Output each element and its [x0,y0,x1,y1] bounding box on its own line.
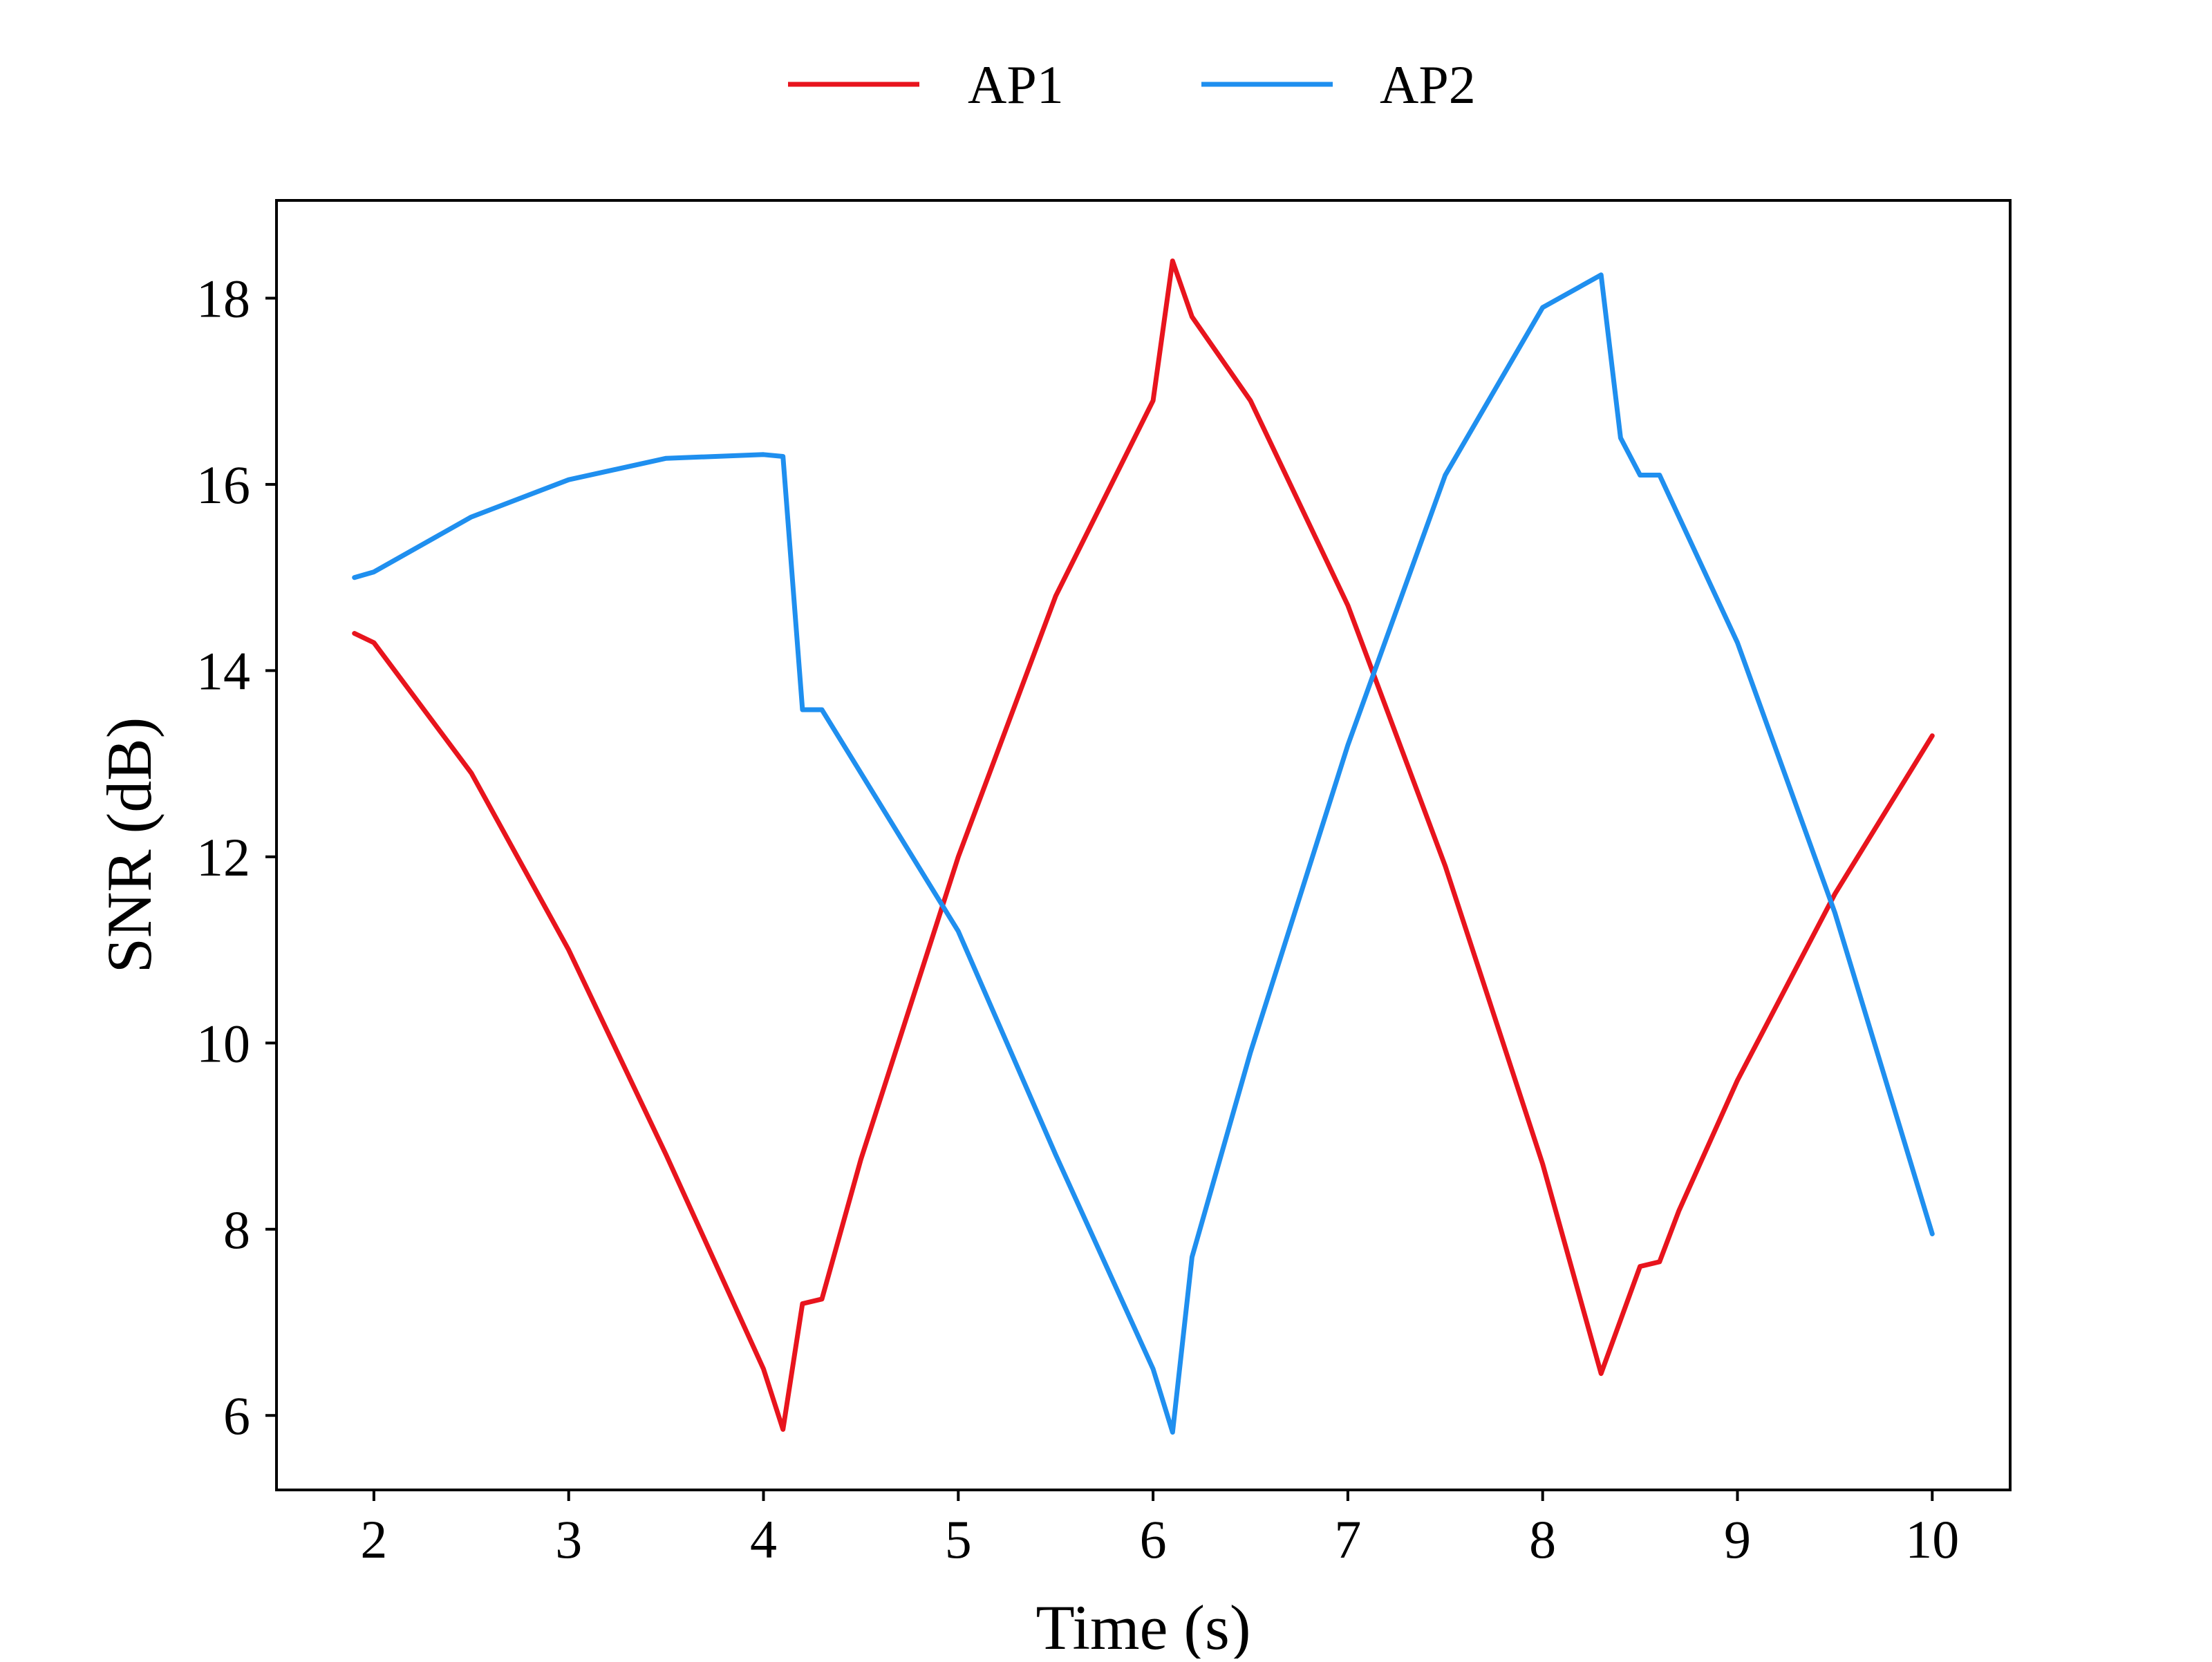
y-tick-label: 8 [223,1200,250,1260]
x-tick-label: 3 [555,1509,582,1569]
y-tick-label: 18 [196,268,250,328]
y-axis-label: SNR (dB) [94,717,165,974]
series-line-ap2 [352,272,1935,1435]
y-tick-label: 10 [196,1013,250,1073]
x-tick-label: 9 [1724,1509,1751,1569]
legend: AP1 AP2 [788,55,1476,115]
y-tick-label: 16 [196,455,250,515]
y-axis-ticks: 6 8 10 12 14 16 18 [196,268,276,1446]
series-layer [352,258,1935,1435]
x-tick-label: 10 [1905,1509,1959,1569]
y-tick-label: 12 [196,827,250,887]
x-tick-label: 4 [750,1509,777,1569]
x-tick-label: 8 [1529,1509,1556,1569]
series-line-ap1 [352,258,1935,1432]
legend-label-ap2: AP2 [1380,55,1476,115]
legend-label-ap1: AP1 [968,55,1064,115]
plot-frame [275,199,2012,1491]
x-tick-label: 7 [1334,1509,1361,1569]
x-tick-label: 6 [1140,1509,1167,1569]
x-axis-ticks: 2 3 4 5 6 7 8 9 10 [360,1490,1959,1569]
x-axis-label: Time (s) [1036,1592,1251,1659]
x-tick-label: 5 [945,1509,972,1569]
y-tick-label: 6 [223,1386,250,1446]
y-tick-label: 14 [196,641,250,701]
x-tick-label: 2 [360,1509,387,1569]
